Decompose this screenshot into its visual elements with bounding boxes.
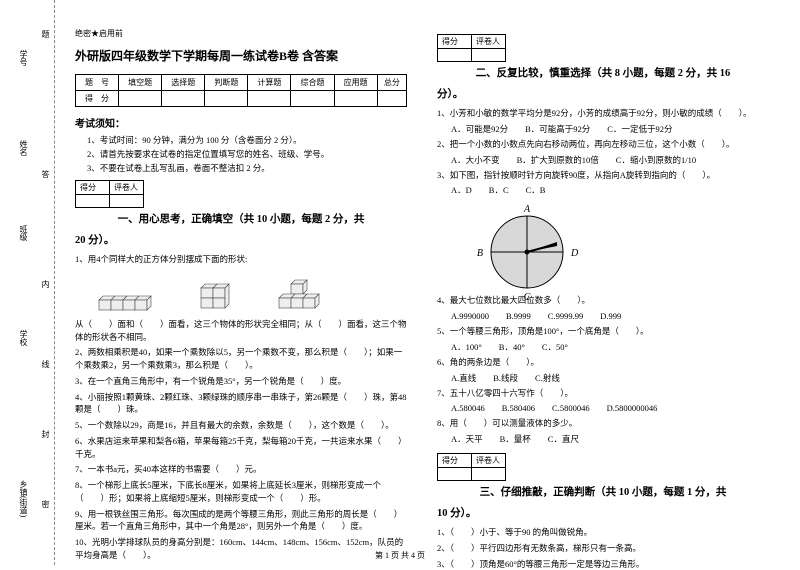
s2q7-opts: A.580046 B.580406 C.5800046 D.5800000046: [451, 402, 769, 414]
s2q6-opts: A.直线 B.线段 C.射线: [451, 372, 769, 384]
s2q6: 6、角的两条边是（ ）。: [437, 356, 769, 369]
section1-title: 一、用心思考，正确填空（共 10 小题，每题 2 分，共: [118, 214, 365, 225]
shape-2-icon: [193, 272, 243, 312]
sec-c: 得分: [76, 181, 110, 195]
binding-label: 学号: [18, 50, 29, 66]
score-h: 填空题: [119, 75, 162, 91]
s2q5-opts: A．100° B．40° C．50°: [451, 341, 769, 353]
binding-label: 乡镇(街道): [18, 480, 29, 517]
shape-3-icon: [273, 272, 327, 312]
compass-figure: A D C B: [477, 202, 563, 288]
sec-c: 得分: [438, 454, 472, 468]
section1-tail: 20 分）。: [75, 232, 407, 247]
s2q3: 3、如下图，指针按顺时针方向旋转90度，从指向A旋转到指向的（ ）。: [437, 169, 769, 182]
binding-mark: 内: [40, 280, 51, 294]
score-cell: [248, 91, 291, 107]
sec-blank: [438, 49, 472, 62]
score-cell: [291, 91, 334, 107]
compass-A: A: [523, 204, 531, 215]
notice-item: 2、请首先按要求在试卷的指定位置填写您的姓名、班级、学号。: [87, 148, 407, 160]
compass-D: D: [570, 248, 579, 259]
q4: 4、小丽按照1颗黄珠、2颗红珠、3颗绿珠的顺序串一串珠子，第26颗是（ ）珠，第…: [75, 391, 407, 417]
s2q1: 1、小芳和小敏的数学平均分是92分，小芳的成绩高于92分，则小敏的成绩（ ）。: [437, 107, 769, 120]
score-cell: [162, 91, 205, 107]
sec-c: 得分: [438, 35, 472, 49]
sec-blank: [472, 468, 506, 481]
content-area: 绝密★启用前 外研版四年级数学下学期每周一练试卷B卷 含答案 题 号 填空题 选…: [55, 0, 800, 565]
score-cell: [119, 91, 162, 107]
q6: 6、水果店运来苹果和梨各6箱，苹果每箱25千克，梨每箱20千克，一共运来水果（ …: [75, 435, 407, 461]
left-column: 绝密★启用前 外研版四年级数学下学期每周一练试卷B卷 含答案 题 号 填空题 选…: [61, 0, 421, 565]
score-h: 总分: [377, 75, 406, 91]
sec-c: 评卷人: [472, 35, 506, 49]
q8: 8、一个梯形上底长5厘米，下底长8厘米，如果将上底延长3厘米，则梯形变成一个（ …: [75, 479, 407, 505]
notice-item: 3、不要在试卷上乱写乱画，卷面不整洁扣 2 分。: [87, 162, 407, 174]
section3-title: 三、仔细推敲，正确判断（共 10 小题，每题 1 分，共: [480, 487, 727, 498]
score-cell: [334, 91, 377, 107]
sec-c: 评卷人: [472, 454, 506, 468]
section-score-box: 得分评卷人: [437, 453, 506, 481]
sec-blank: [438, 468, 472, 481]
s2q1-opts: A．可能是92分 B．可能高于92分 C．一定低于92分: [451, 123, 769, 135]
q1-stem: 1、用4个同样大的正方体分别摆成下面的形状:: [75, 253, 407, 266]
section2-tail: 分）。: [437, 86, 769, 101]
binding-margin: 学号 姓名 班级 学校 乡镇(街道) 题 答 内 线 封 密: [0, 0, 55, 565]
s2q8-opts: A．天平 B．量杯 C．直尺: [451, 433, 769, 445]
section-score-box: 得分评卷人: [75, 180, 144, 208]
score-h: 题 号: [76, 75, 119, 91]
section3-tail: 10 分）。: [437, 505, 769, 520]
binding-mark: 答: [40, 170, 51, 184]
q9: 9、用一根铁丝围三角形。每次围成的是两个等腰三角形，则此三角形的周长是（ ）厘米…: [75, 508, 407, 534]
shape-1-icon: [93, 278, 163, 312]
q7: 7、一本书a元，买40本这样的书需要（ ）元。: [75, 463, 407, 476]
sec-c: 评卷人: [110, 181, 144, 195]
compass-C: C: [524, 292, 531, 302]
s3q1: 1、（ ）小于、等于90 的角叫做锐角。: [437, 526, 769, 539]
right-column: 得分评卷人 二、反复比较，慎重选择（共 8 小题，每题 2 分，共 16 分）。…: [423, 0, 783, 565]
binding-mark: 密: [40, 500, 51, 514]
compass-B: B: [477, 248, 483, 259]
score-h: 选择题: [162, 75, 205, 91]
notice-heading: 考试须知：: [75, 115, 407, 130]
page-footer: 第 1 页 共 4 页: [0, 550, 800, 561]
q2: 2、两数相乘积是40，如果一个乘数除以5，另一个乘数不变，那么积是（ ）；如果一…: [75, 346, 407, 372]
score-h: 计算题: [248, 75, 291, 91]
binding-mark: 题: [40, 30, 51, 44]
score-row-label: 得 分: [76, 91, 119, 107]
section-score-box: 得分评卷人: [437, 34, 506, 62]
notice-item: 1、考试时间：90 分钟，满分为 100 分（含卷面分 2 分）。: [87, 134, 407, 146]
s2q2: 2、把一个小数的小数点先向右移动两位，再向左移动三位，这个小数（ ）。: [437, 138, 769, 151]
sec-blank: [472, 49, 506, 62]
score-cell: [377, 91, 406, 107]
binding-mark: 线: [40, 360, 51, 374]
score-h: 判断题: [205, 75, 248, 91]
q3: 3、在一个直角三角形中，有一个锐角是35°，另一个锐角是（ ）度。: [75, 375, 407, 388]
s2q5: 5、一个等腰三角形，顶角是100°，一个底角是（ ）。: [437, 325, 769, 338]
section2-title: 二、反复比较，慎重选择（共 8 小题，每题 2 分，共 16: [476, 68, 731, 79]
q5: 5、一个数除以29，商是16，并且有最大的余数，余数是（ ），这个数是（ ）。: [75, 419, 407, 432]
s2q8: 8、用（ ）可以测量液体的多少。: [437, 417, 769, 430]
sec-blank: [110, 195, 144, 208]
cube-shapes: [93, 272, 407, 312]
s2q2-opts: A．大小不变 B．扩大到原数的10倍 C．缩小到原数的1/10: [451, 154, 769, 166]
score-h: 应用题: [334, 75, 377, 91]
secret-label: 绝密★启用前: [75, 28, 407, 39]
score-h: 综合题: [291, 75, 334, 91]
paper-title: 外研版四年级数学下学期每周一练试卷B卷 含答案: [75, 47, 407, 64]
score-table: 题 号 填空题 选择题 判断题 计算题 综合题 应用题 总分 得 分: [75, 74, 407, 107]
s2q4-opts: A.9990000 B.9999 C.9999.99 D.999: [451, 310, 769, 322]
s2q7: 7、五十八亿零四十六写作（ ）。: [437, 387, 769, 400]
binding-mark: 封: [40, 430, 51, 444]
binding-label: 学校: [18, 330, 29, 346]
s2q3-opts: A．D B．C C．B: [451, 184, 769, 196]
score-cell: [205, 91, 248, 107]
sec-blank: [76, 195, 110, 208]
binding-label: 班级: [18, 225, 29, 241]
binding-label: 姓名: [18, 140, 29, 156]
q1-line2: 从（ ）面和（ ）面看，这三个物体的形状完全相同；从（ ）面看，这三个物体的形状…: [75, 318, 407, 344]
